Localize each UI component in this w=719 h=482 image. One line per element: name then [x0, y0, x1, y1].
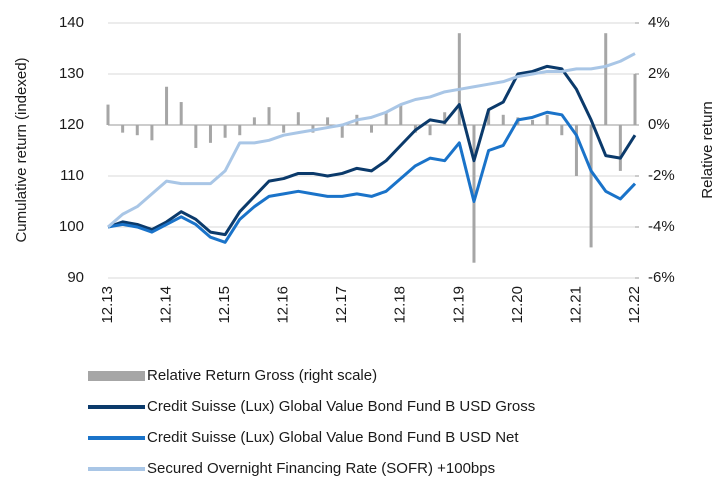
- y2-tick-label: -4%: [648, 218, 675, 235]
- bar: [633, 74, 637, 125]
- y-tick-label: 120: [59, 116, 84, 133]
- line: [107, 64, 637, 237]
- bar: [384, 112, 388, 125]
- bar: [399, 104, 403, 125]
- bar: [457, 33, 461, 126]
- x-tick-label: 12.20: [509, 286, 526, 324]
- legend-label: Secured Overnight Financing Rate (SOFR) …: [147, 460, 495, 477]
- y-tick-label: 110: [60, 167, 84, 184]
- bar: [604, 33, 608, 126]
- bar: [238, 125, 242, 136]
- bar: [150, 125, 154, 141]
- bar: [179, 102, 183, 125]
- bar: [443, 112, 447, 125]
- legend-label: Credit Suisse (Lux) Global Value Bond Fu…: [147, 429, 519, 446]
- bar: [472, 125, 476, 263]
- bar: [208, 125, 212, 143]
- bar: [487, 109, 491, 125]
- y2-tick-label: -6%: [648, 269, 675, 286]
- bar: [428, 125, 432, 136]
- y2-tick-label: -2%: [648, 167, 675, 184]
- bar: [165, 86, 169, 125]
- bar: [296, 112, 300, 125]
- bar: [501, 114, 505, 125]
- bar: [135, 125, 139, 136]
- x-tick-label: 12.21: [567, 286, 584, 324]
- x-tick-label: 12.22: [626, 286, 643, 324]
- legend-label: Relative Return Gross (right scale): [147, 367, 377, 384]
- x-tick-label: 12.16: [275, 286, 292, 324]
- legend-swatch: [88, 371, 145, 381]
- bar: [252, 117, 256, 125]
- bar: [106, 104, 110, 125]
- legend-label: Credit Suisse (Lux) Global Value Bond Fu…: [147, 398, 535, 415]
- x-tick-label: 12.14: [158, 286, 175, 324]
- y-tick-label: 100: [59, 218, 84, 235]
- bar: [326, 117, 330, 125]
- x-tick-label: 12.15: [216, 286, 233, 324]
- x-tick-label: 12.18: [392, 286, 409, 324]
- y2-axis-label: Relative return: [699, 101, 716, 199]
- bar: [121, 125, 125, 133]
- bar: [340, 125, 344, 138]
- x-tick-label: 12.17: [333, 286, 350, 324]
- y-tick-label: 130: [59, 65, 84, 82]
- x-tick-label: 12.19: [450, 286, 467, 324]
- line: [107, 110, 637, 244]
- bar: [618, 125, 622, 171]
- bar: [589, 125, 593, 248]
- x-tick-label: 12.13: [99, 286, 116, 324]
- y2-tick-label: 0%: [648, 116, 670, 133]
- y2-tick-label: 4%: [648, 14, 670, 31]
- y-tick-label: 90: [67, 269, 84, 286]
- line: [107, 52, 636, 229]
- bar: [194, 125, 198, 148]
- bar: [267, 107, 271, 125]
- bar: [574, 125, 578, 176]
- bar: [560, 125, 564, 136]
- bar: [223, 125, 227, 138]
- bar: [531, 119, 535, 125]
- y-axis-label: Cumulative return (indexed): [13, 57, 30, 242]
- y-tick-label: 140: [59, 14, 84, 31]
- bar: [282, 125, 286, 133]
- y2-tick-label: 2%: [648, 65, 670, 82]
- bar: [370, 125, 373, 133]
- bar: [545, 114, 549, 125]
